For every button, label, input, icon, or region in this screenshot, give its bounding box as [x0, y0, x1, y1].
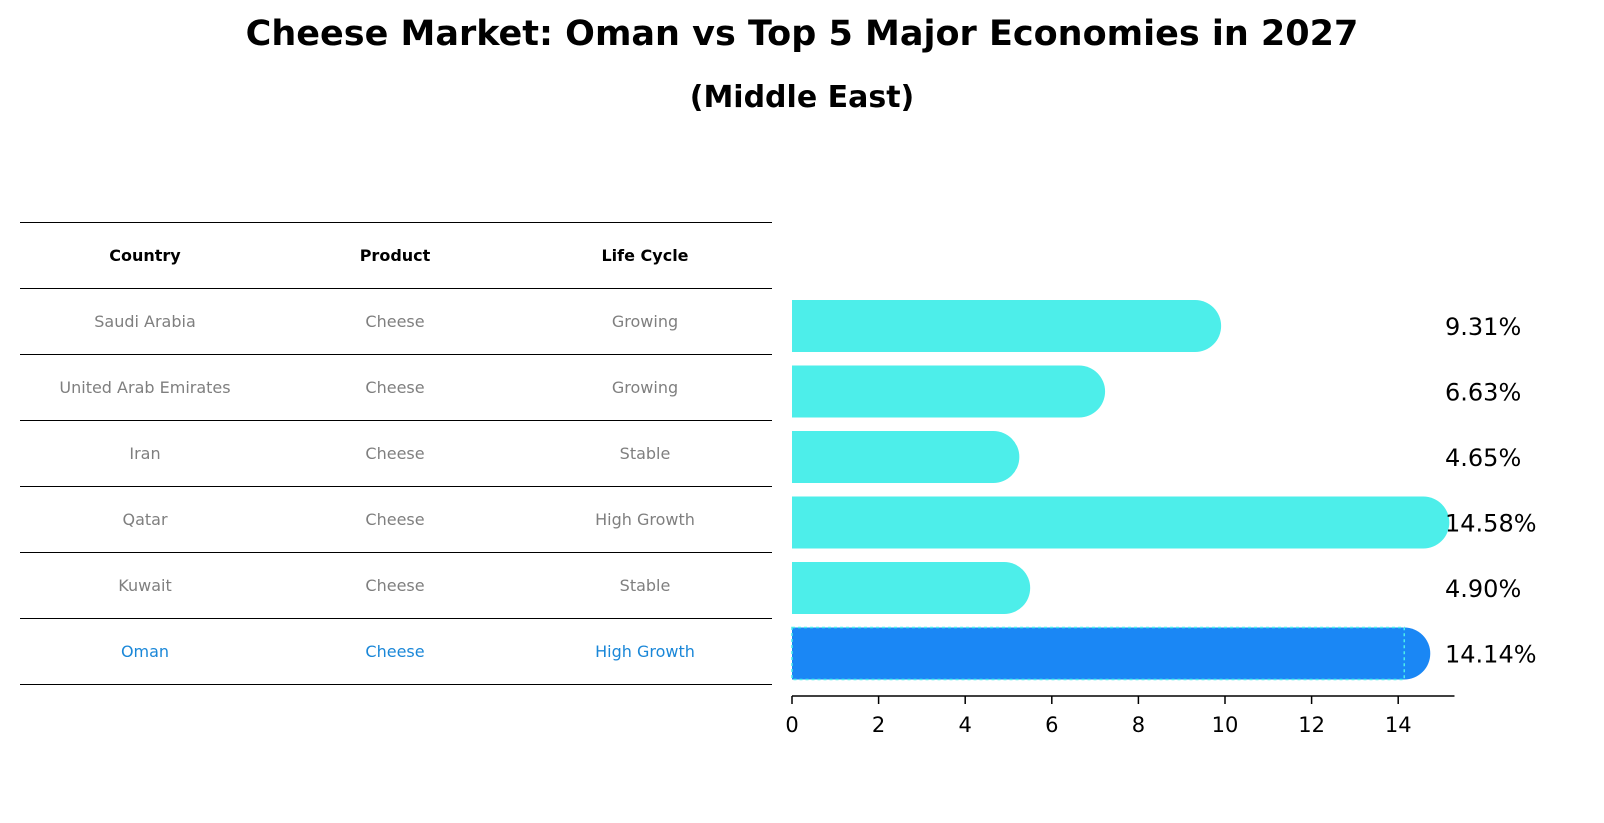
- cell-life-cycle: Stable: [619, 576, 671, 595]
- cell-country: Saudi Arabia: [94, 312, 196, 331]
- table-row: United Arab Emirates Cheese Growing: [20, 354, 772, 420]
- header-country: Country: [109, 246, 181, 265]
- bar: [792, 431, 1020, 483]
- data-label: 4.65%: [1445, 444, 1521, 472]
- x-tick-label: 14: [1385, 713, 1412, 737]
- data-table: Country Product Life Cycle Saudi Arabia …: [20, 222, 772, 685]
- bar: [792, 562, 1031, 614]
- data-label: 14.58%: [1445, 510, 1537, 538]
- chart-title: Cheese Market: Oman vs Top 5 Major Econo…: [245, 14, 1359, 54]
- cell-life-cycle: High Growth: [595, 642, 695, 661]
- bar: [792, 496, 1450, 549]
- x-tick-label: 0: [785, 713, 798, 737]
- cell-country: Oman: [120, 642, 170, 661]
- cell-life-cycle: Stable: [619, 444, 671, 463]
- data-label: 14.14%: [1445, 641, 1537, 669]
- header-product: Product: [359, 246, 431, 265]
- x-tick-label: 4: [959, 713, 972, 737]
- bar: [792, 365, 1106, 418]
- bar-chart: 9.31% 6.63% 4.65% 14.58% 4.90% 14.14% 0 2 4 6 8 10 1…: [785, 300, 1537, 737]
- cell-life-cycle: Growing: [611, 378, 679, 397]
- table-row-highlighted: Oman Cheese High Growth: [20, 618, 772, 685]
- table-row: Saudi Arabia Cheese Growing: [20, 288, 772, 354]
- table-header-row: Country Product Life Cycle: [20, 222, 772, 288]
- data-label: 6.63%: [1445, 379, 1521, 407]
- cell-product: Cheese: [365, 510, 425, 529]
- cell-life-cycle: Growing: [611, 312, 679, 331]
- x-tick-label: 10: [1212, 713, 1239, 737]
- x-tick-label: 8: [1132, 713, 1145, 737]
- cell-product: Cheese: [365, 312, 425, 331]
- cell-country: Iran: [129, 444, 161, 463]
- x-tick-label: 12: [1298, 713, 1325, 737]
- bar-highlighted: [792, 627, 1431, 680]
- table-row: Iran Cheese Stable: [20, 420, 772, 486]
- x-tick-label: 6: [1045, 713, 1058, 737]
- cell-product: Cheese: [365, 444, 425, 463]
- cell-country: United Arab Emirates: [59, 378, 231, 397]
- bar-highlight-outline: [791, 626, 1406, 681]
- x-tick-label: 2: [872, 713, 885, 737]
- table-row: Kuwait Cheese Stable: [20, 552, 772, 618]
- cell-country: Qatar: [122, 510, 168, 529]
- bar: [792, 300, 1222, 352]
- data-label: 9.31%: [1445, 313, 1521, 341]
- header-life-cycle: Life Cycle: [601, 246, 689, 265]
- chart-subtitle: (Middle East): [689, 80, 915, 115]
- cell-life-cycle: High Growth: [595, 510, 695, 529]
- cell-product: Cheese: [365, 642, 425, 661]
- cell-country: Kuwait: [118, 576, 172, 595]
- cell-product: Cheese: [365, 378, 425, 397]
- table-row: Qatar Cheese High Growth: [20, 486, 772, 552]
- cell-product: Cheese: [365, 576, 425, 595]
- data-label: 4.90%: [1445, 575, 1521, 603]
